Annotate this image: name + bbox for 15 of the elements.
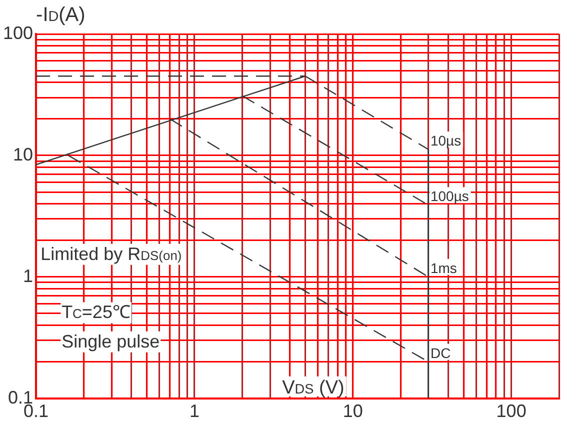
- y-axis-title: -ID(A): [36, 4, 86, 26]
- series-label: DC: [430, 344, 451, 361]
- x-tick-label: 10: [342, 401, 363, 422]
- annotation: Single pulse: [62, 331, 160, 352]
- y-tick-label: 100: [2, 22, 34, 43]
- series-label: 100µs: [430, 188, 469, 204]
- y-tick-label: 10: [13, 144, 34, 164]
- annotation: TC=25℃: [62, 302, 130, 322]
- x-axis-title: VDS (V): [282, 377, 344, 398]
- x-tick-label: 1: [189, 401, 200, 422]
- series-label: 10µs: [430, 132, 462, 148]
- x-tick-label: 100: [496, 401, 526, 422]
- annotation: Limited by RDS(on): [40, 244, 182, 264]
- y-tick-label: 1: [23, 266, 34, 286]
- series-label: 1ms: [430, 260, 457, 276]
